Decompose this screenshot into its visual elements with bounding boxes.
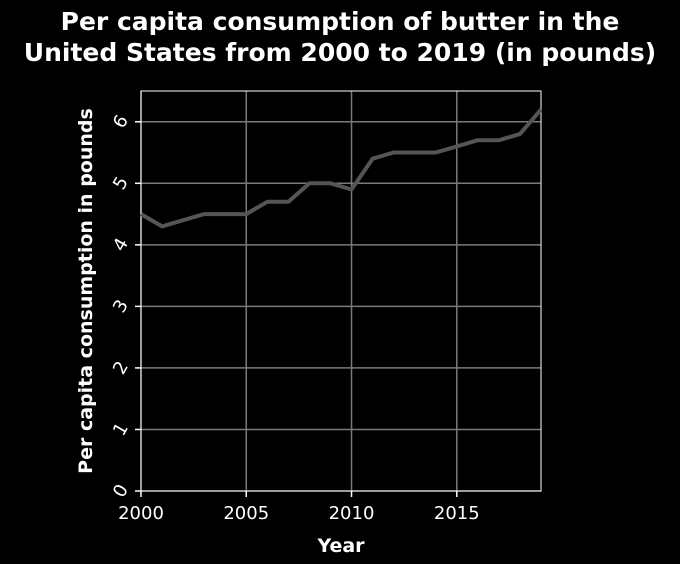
series-line-butter-consumption xyxy=(139,108,543,229)
y-tick-label: 3 xyxy=(109,296,133,316)
x-tick-label: 2000 xyxy=(118,503,164,524)
x-tick-label: 2015 xyxy=(434,503,480,524)
x-axis-title: Year xyxy=(316,535,365,557)
x-axis-ticks: 2000 2005 2010 2015 xyxy=(118,491,480,524)
y-tick-label: 1 xyxy=(109,419,133,439)
chart-title: Per capita consumption of butter in the … xyxy=(0,6,680,68)
y-axis-title: Per capita consumption in pounds xyxy=(75,108,97,474)
x-tick-label: 2010 xyxy=(329,503,375,524)
y-axis-ticks: 0 1 2 3 4 5 6 xyxy=(109,112,141,501)
y-tick-label: 0 xyxy=(109,481,133,501)
chart-title-line-1: Per capita consumption of butter in the xyxy=(60,7,620,36)
y-tick-label: 4 xyxy=(109,235,133,255)
y-tick-label: 5 xyxy=(109,173,133,193)
chart-title-line-2: United States from 2000 to 2019 (in poun… xyxy=(23,38,657,67)
y-tick-label: 6 xyxy=(109,112,133,132)
y-tick-label: 2 xyxy=(109,358,133,378)
plot-frame xyxy=(140,90,542,492)
grid xyxy=(140,91,541,492)
x-tick-label: 2005 xyxy=(223,503,269,524)
